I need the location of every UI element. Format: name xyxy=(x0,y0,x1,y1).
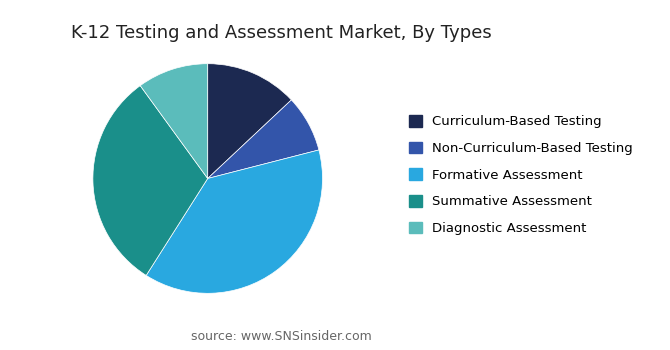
Wedge shape xyxy=(93,86,208,275)
Text: source: www.SNSinsider.com: source: www.SNSinsider.com xyxy=(191,329,372,343)
Wedge shape xyxy=(208,100,319,178)
Text: K-12 Testing and Assessment Market, By Types: K-12 Testing and Assessment Market, By T… xyxy=(71,25,492,42)
Wedge shape xyxy=(208,64,291,178)
Legend: Curriculum-Based Testing, Non-Curriculum-Based Testing, Formative Assessment, Su: Curriculum-Based Testing, Non-Curriculum… xyxy=(409,115,633,235)
Wedge shape xyxy=(140,64,208,178)
Wedge shape xyxy=(146,150,322,293)
